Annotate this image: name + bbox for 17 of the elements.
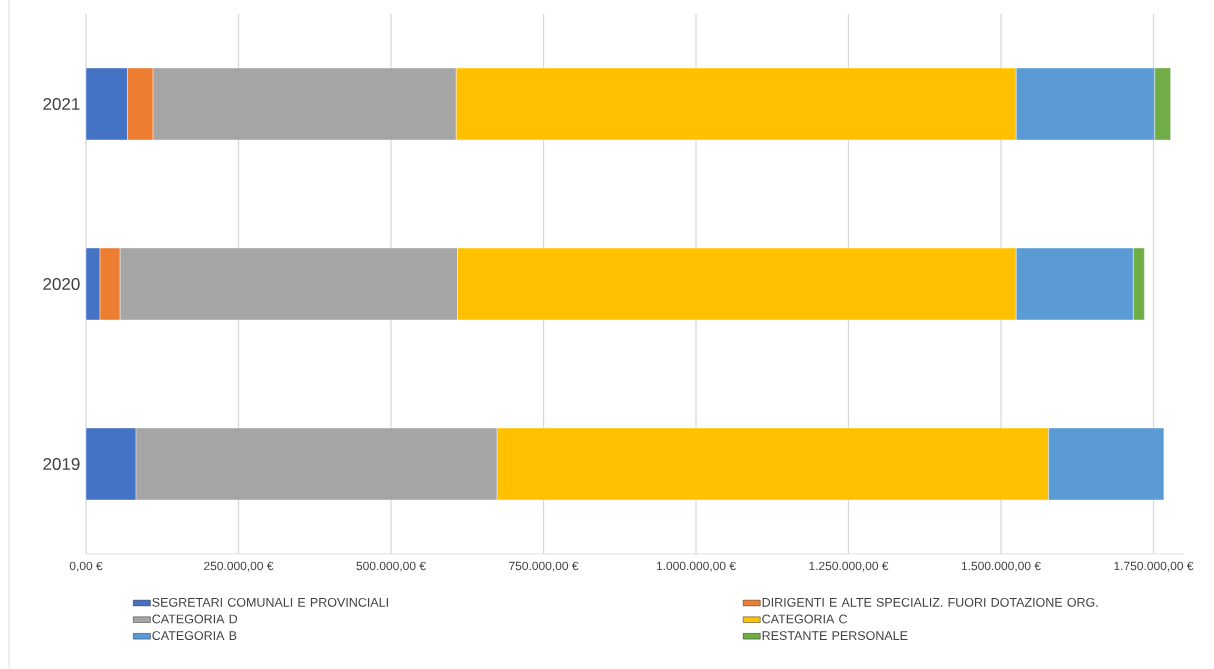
legend-label: RESTANTE PERSONALE <box>762 631 908 641</box>
x-tick-label: 1.000.000,00 € <box>656 561 736 572</box>
x-tick-label: 1.500.000,00 € <box>961 561 1041 572</box>
legend-label: CATEGORIA D <box>152 614 238 624</box>
x-tick-label: 1.250.000,00 € <box>809 561 889 572</box>
legend-label: CATEGORIA C <box>762 614 848 624</box>
x-tick-label: 500.000,00 € <box>356 561 426 572</box>
legend-label: DIRIGENTI E ALTE SPECIALIZ. FUORI DOTAZIONE ORG. <box>762 597 1098 607</box>
x-tick-label: 750.000,00 € <box>509 561 579 572</box>
y-tick-label: 2021 <box>43 97 80 111</box>
legend-label: CATEGORIA B <box>152 631 237 641</box>
y-tick-label: 2020 <box>43 277 80 291</box>
legend-label: SEGRETARI COMUNALI E PROVINCIALI <box>152 597 388 607</box>
x-tick-label: 1.750.000,00 € <box>1114 561 1194 572</box>
x-tick-label: 250.000,00 € <box>204 561 274 572</box>
y-tick-label: 2019 <box>43 457 80 471</box>
x-tick-label: 0,00 € <box>69 561 103 572</box>
